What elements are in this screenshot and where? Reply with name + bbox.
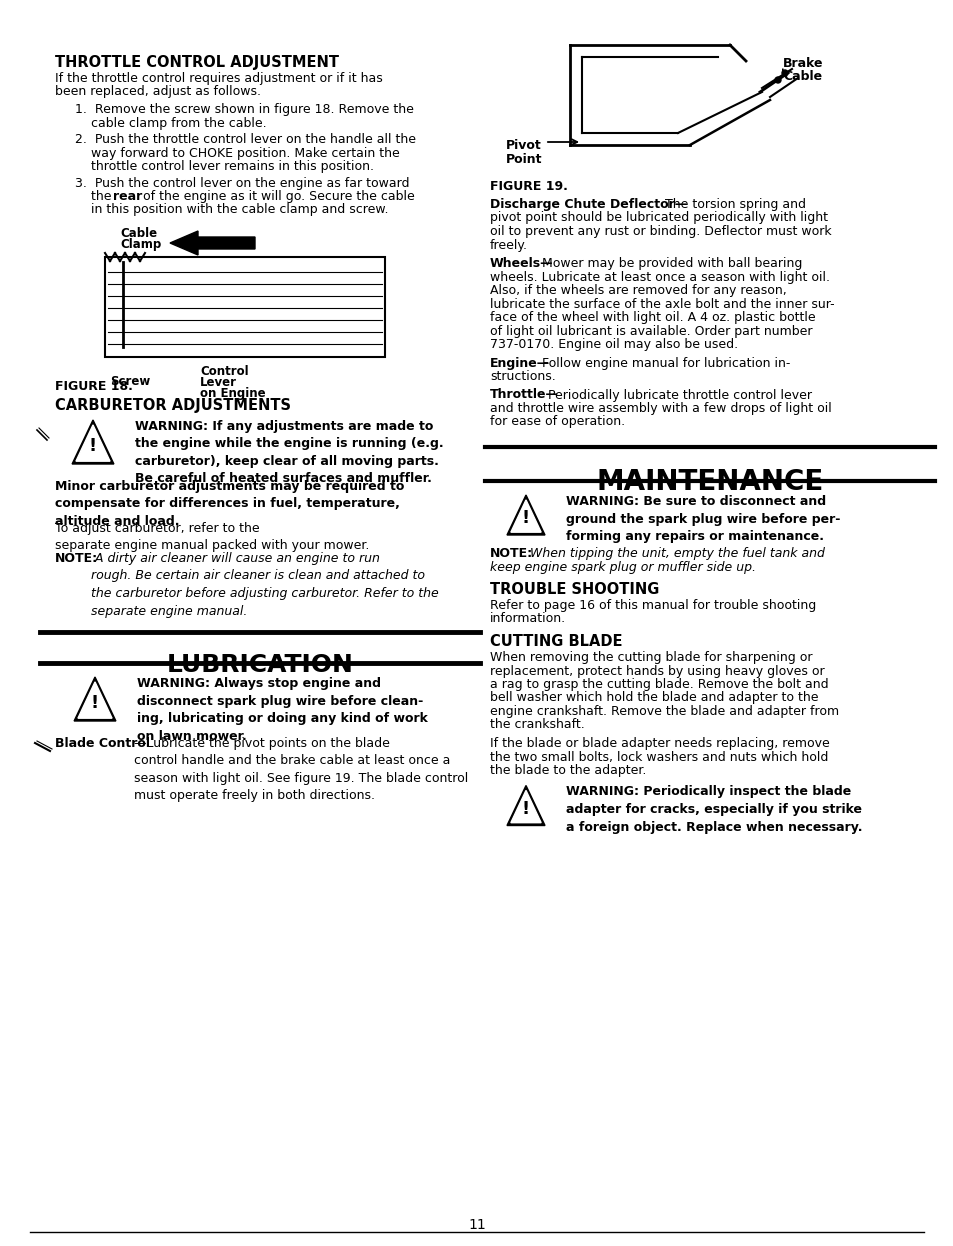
Text: structions.: structions.: [490, 370, 556, 383]
Text: oil to prevent any rust or binding. Deflector must work: oil to prevent any rust or binding. Defl…: [490, 226, 831, 238]
Text: The torsion spring and: The torsion spring and: [664, 198, 805, 211]
Polygon shape: [74, 677, 115, 721]
Text: When removing the cutting blade for sharpening or: When removing the cutting blade for shar…: [490, 650, 812, 664]
Text: pivot point should be lubricated periodically with light: pivot point should be lubricated periodi…: [490, 212, 827, 224]
Text: the two small bolts, lock washers and nuts which hold: the two small bolts, lock washers and nu…: [490, 750, 827, 764]
Text: bell washer which hold the blade and adapter to the: bell washer which hold the blade and ada…: [490, 692, 818, 704]
Text: CARBURETOR ADJUSTMENTS: CARBURETOR ADJUSTMENTS: [55, 397, 291, 412]
Text: been replaced, adjust as follows.: been replaced, adjust as follows.: [55, 86, 261, 98]
Text: When tipping the unit, empty the fuel tank and: When tipping the unit, empty the fuel ta…: [525, 547, 824, 559]
Text: keep engine spark plug or muffler side up.: keep engine spark plug or muffler side u…: [490, 561, 755, 573]
Text: Clamp: Clamp: [120, 238, 161, 250]
Text: Follow engine manual for lubrication in-: Follow engine manual for lubrication in-: [541, 356, 789, 370]
Polygon shape: [78, 682, 112, 718]
Text: If the blade or blade adapter needs replacing, remove: If the blade or blade adapter needs repl…: [490, 736, 829, 750]
Text: THROTTLE CONTROL ADJUSTMENT: THROTTLE CONTROL ADJUSTMENT: [55, 55, 338, 70]
Text: Cable: Cable: [782, 70, 821, 83]
Text: Refer to page 16 of this manual for trouble shooting: Refer to page 16 of this manual for trou…: [490, 599, 816, 612]
Text: Point: Point: [505, 153, 541, 166]
Polygon shape: [170, 231, 254, 255]
Text: cable clamp from the cable.: cable clamp from the cable.: [91, 116, 266, 130]
Text: NOTE:: NOTE:: [55, 552, 98, 564]
Text: !: !: [91, 694, 99, 711]
Text: and throttle wire assembly with a few drops of light oil: and throttle wire assembly with a few dr…: [490, 402, 831, 415]
Text: 11: 11: [468, 1219, 485, 1232]
Text: Cable: Cable: [120, 227, 157, 240]
Text: !: !: [521, 800, 530, 817]
Text: way forward to CHOKE position. Make certain the: way forward to CHOKE position. Make cert…: [91, 147, 399, 159]
Polygon shape: [506, 495, 544, 535]
Text: Minor carburetor adjustments may be required to
compensate for differences in fu: Minor carburetor adjustments may be requ…: [55, 480, 404, 528]
Text: Pivot: Pivot: [506, 140, 541, 152]
Text: Mower may be provided with ball bearing: Mower may be provided with ball bearing: [541, 257, 801, 270]
Text: 3.  Push the control lever on the engine as far toward: 3. Push the control lever on the engine …: [75, 177, 409, 189]
Polygon shape: [76, 425, 110, 461]
Text: NOTE:: NOTE:: [490, 547, 533, 559]
Text: —Lubricate the pivot points on the blade
control handle and the brake cable at l: —Lubricate the pivot points on the blade…: [133, 736, 468, 802]
Polygon shape: [506, 785, 544, 826]
Text: replacement, protect hands by using heavy gloves or: replacement, protect hands by using heav…: [490, 664, 823, 678]
Text: LUBRICATION: LUBRICATION: [167, 653, 353, 677]
Bar: [105, 257, 385, 358]
Text: Wheels—: Wheels—: [490, 257, 553, 270]
Text: Lever: Lever: [200, 376, 236, 389]
Text: Engine—: Engine—: [490, 356, 550, 370]
Text: FIGURE 18.: FIGURE 18.: [55, 380, 132, 392]
Text: face of the wheel with light oil. A 4 oz. plastic bottle: face of the wheel with light oil. A 4 oz…: [490, 312, 815, 324]
Text: information.: information.: [490, 613, 565, 625]
Text: A dirty air cleaner will cause an engine to run
rough. Be certain air cleaner is: A dirty air cleaner will cause an engine…: [91, 552, 438, 618]
Text: Discharge Chute Deflector—: Discharge Chute Deflector—: [490, 198, 686, 211]
Text: of light oil lubricant is available. Order part number: of light oil lubricant is available. Ord…: [490, 324, 812, 338]
Text: !: !: [521, 510, 530, 527]
Text: the crankshaft.: the crankshaft.: [490, 719, 584, 731]
Text: the blade to the adapter.: the blade to the adapter.: [490, 764, 646, 778]
Text: freely.: freely.: [490, 238, 527, 252]
Text: for ease of operation.: for ease of operation.: [490, 415, 624, 429]
Text: If the throttle control requires adjustment or if it has: If the throttle control requires adjustm…: [55, 72, 382, 85]
Text: throttle control lever remains in this position.: throttle control lever remains in this p…: [91, 159, 374, 173]
Text: lubricate the surface of the axle bolt and the inner sur-: lubricate the surface of the axle bolt a…: [490, 298, 834, 310]
Text: Throttle—: Throttle—: [490, 389, 558, 401]
Text: CUTTING BLADE: CUTTING BLADE: [490, 634, 622, 649]
Text: Also, if the wheels are removed for any reason,: Also, if the wheels are removed for any …: [490, 284, 786, 297]
Text: a rag to grasp the cutting blade. Remove the bolt and: a rag to grasp the cutting blade. Remove…: [490, 678, 828, 692]
Text: WARNING: Always stop engine and
disconnect spark plug wire before clean-
ing, lu: WARNING: Always stop engine and disconne…: [137, 677, 428, 743]
Text: WARNING: Be sure to disconnect and
ground the spark plug wire before per-
formin: WARNING: Be sure to disconnect and groun…: [565, 495, 840, 543]
Polygon shape: [72, 420, 113, 464]
Circle shape: [781, 70, 787, 76]
Text: MAINTENANCE: MAINTENANCE: [596, 468, 822, 496]
Text: 2.  Push the throttle control lever on the handle all the: 2. Push the throttle control lever on th…: [75, 133, 416, 146]
Text: wheels. Lubricate at least once a season with light oil.: wheels. Lubricate at least once a season…: [490, 270, 829, 284]
Polygon shape: [510, 500, 540, 532]
Text: rear: rear: [112, 189, 142, 203]
Text: TROUBLE SHOOTING: TROUBLE SHOOTING: [490, 582, 659, 597]
Text: in this position with the cable clamp and screw.: in this position with the cable clamp an…: [91, 203, 388, 217]
Text: Blade Control: Blade Control: [55, 736, 150, 750]
Text: engine crankshaft. Remove the blade and adapter from: engine crankshaft. Remove the blade and …: [490, 705, 839, 718]
Text: of the engine as it will go. Secure the cable: of the engine as it will go. Secure the …: [139, 189, 415, 203]
Text: FIGURE 19.: FIGURE 19.: [490, 179, 567, 193]
Text: Periodically lubricate throttle control lever: Periodically lubricate throttle control …: [547, 389, 811, 401]
Text: 737-0170. Engine oil may also be used.: 737-0170. Engine oil may also be used.: [490, 338, 738, 351]
Polygon shape: [510, 790, 540, 822]
Text: 1.  Remove the screw shown in figure 18. Remove the: 1. Remove the screw shown in figure 18. …: [75, 103, 414, 116]
Text: To adjust carburetor, refer to the
separate engine manual packed with your mower: To adjust carburetor, refer to the separ…: [55, 522, 369, 552]
Text: Control: Control: [200, 365, 249, 378]
Circle shape: [774, 77, 781, 83]
Text: Screw: Screw: [110, 375, 150, 388]
Text: on Engine: on Engine: [200, 388, 265, 400]
Text: the: the: [91, 189, 115, 203]
Text: !: !: [89, 436, 97, 455]
Text: WARNING: Periodically inspect the blade
adapter for cracks, especially if you st: WARNING: Periodically inspect the blade …: [565, 785, 862, 834]
Text: WARNING: If any adjustments are made to
the engine while the engine is running (: WARNING: If any adjustments are made to …: [135, 420, 443, 486]
Text: Brake: Brake: [782, 57, 822, 70]
